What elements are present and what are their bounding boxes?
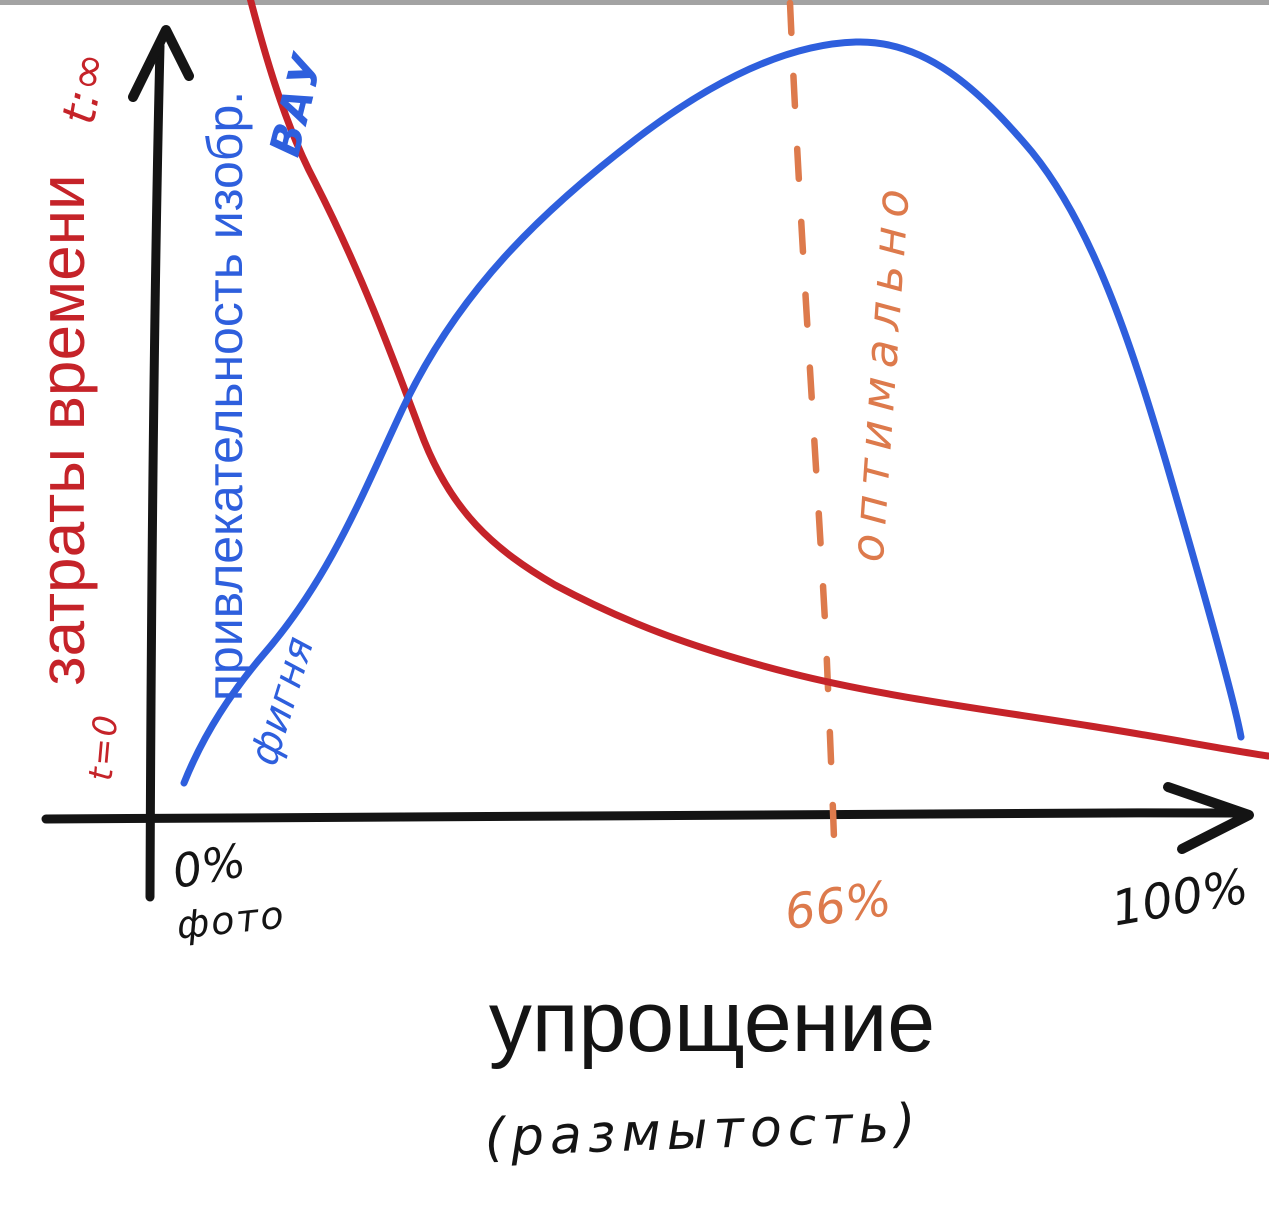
x-axis-line (41, 808, 1243, 824)
y-axis-label-attractiveness: привлекательность изобр. (197, 90, 253, 702)
x-tick-0: 0% (168, 833, 250, 899)
x-tick-66: 66% (781, 870, 895, 942)
t-infinity-label: t:∞ (51, 47, 117, 129)
y-axis-label-time-cost: затраты времени (26, 174, 98, 686)
x-axis (41, 782, 1254, 854)
time-cost-curve (246, 0, 1269, 760)
x-axis-title: упрощение (488, 974, 936, 1070)
x-tick-0-note-photo: фото (174, 892, 288, 948)
x-axis-arrowhead-icon (1163, 782, 1254, 854)
y-axis-line (145, 41, 165, 902)
y-axis-arrowhead-icon (128, 25, 194, 102)
y-axis (128, 25, 194, 902)
optimal-dashed-line (786, 0, 839, 876)
screen-top-edge (0, 0, 1269, 5)
attractiveness-curve (180, 38, 1245, 787)
t-zero-label: t=0 (80, 711, 126, 783)
x-axis-subtitle: (размытость) (483, 1093, 923, 1169)
